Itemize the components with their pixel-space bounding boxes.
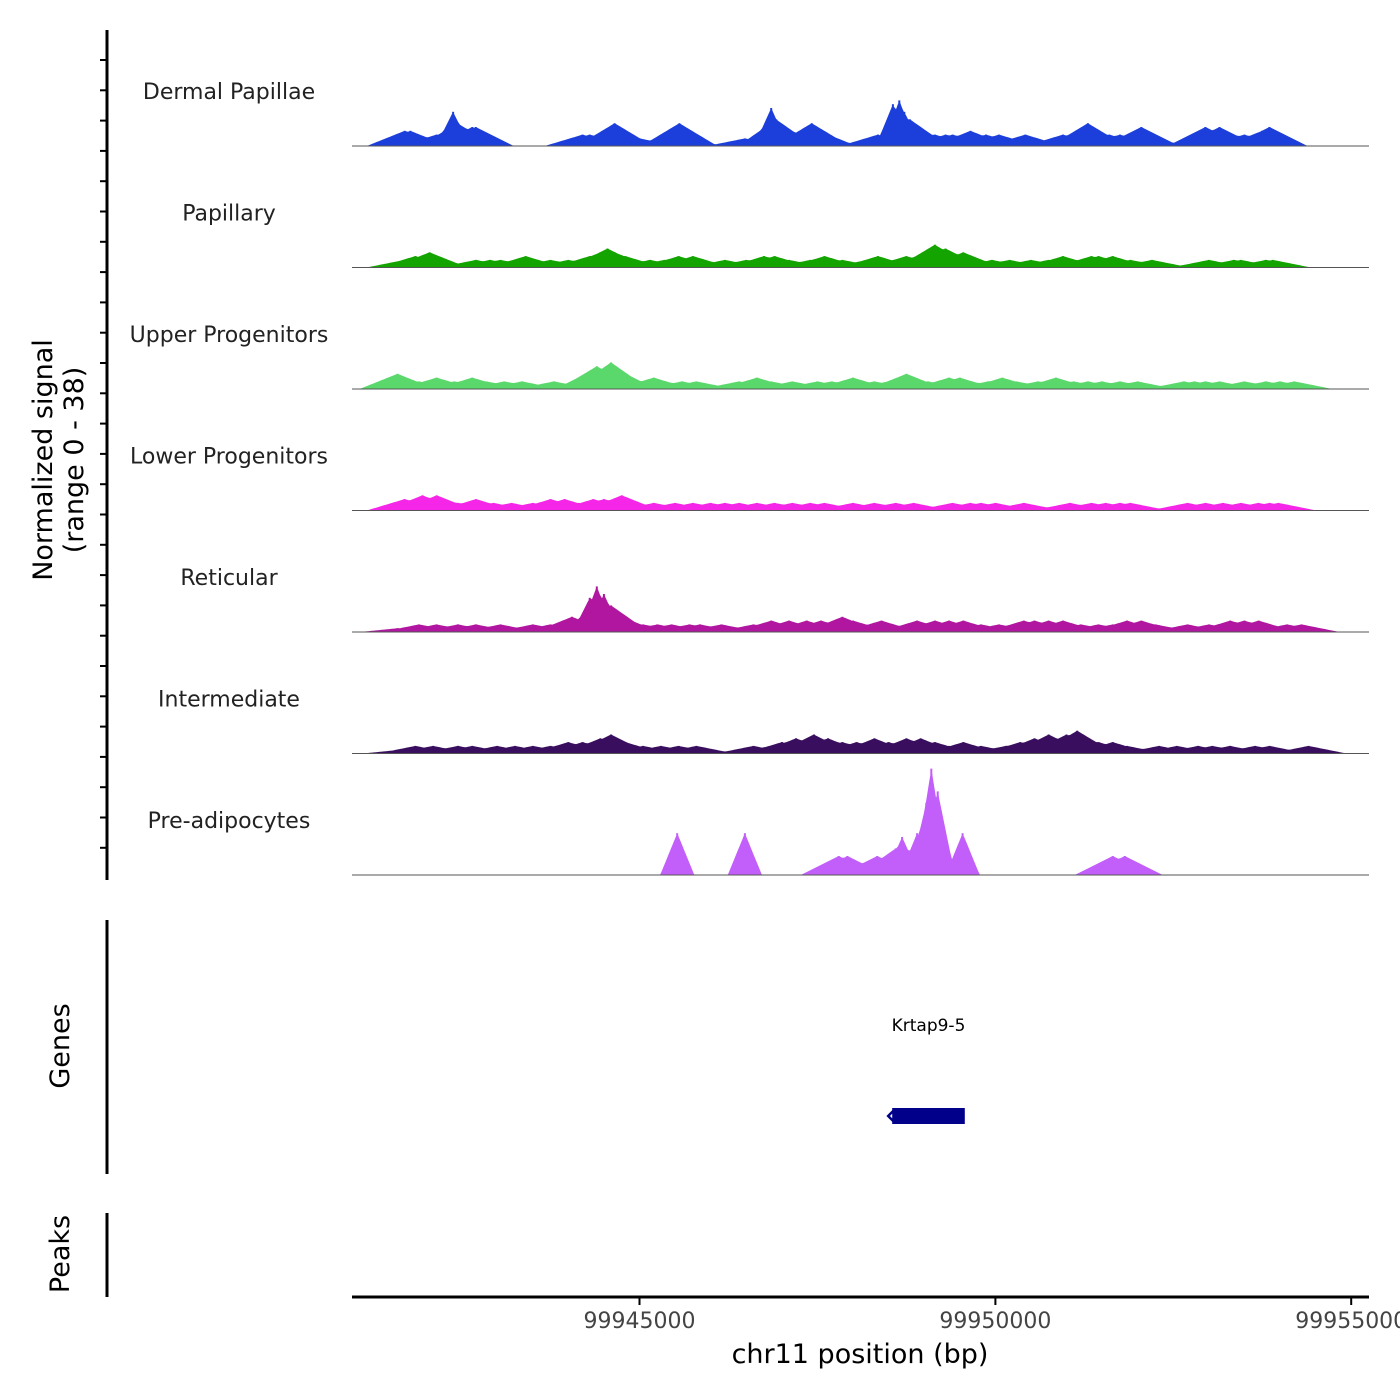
coverage-area — [352, 588, 1369, 632]
track-label: Pre-adipocytes — [148, 809, 311, 834]
y-axis-label-line1: Normalized signal — [28, 339, 59, 581]
peaks-axis-label: Peaks — [45, 1215, 76, 1293]
track-papillary: Papillary — [182, 202, 1369, 268]
track-intermediate: Intermediate — [158, 688, 1369, 754]
coverage-area — [352, 245, 1369, 268]
gene-label: Krtap9-5 — [892, 1016, 966, 1036]
track-label: Dermal Papillae — [143, 80, 315, 105]
track-dermal-papillae: Dermal Papillae — [143, 80, 1369, 147]
track-reticular: Reticular — [180, 566, 1369, 633]
x-tick-label: 99945000 — [584, 1309, 696, 1334]
track-label: Papillary — [182, 202, 276, 227]
coverage-area — [352, 772, 1369, 875]
x-axis-ticks: 99945000 99950000 99955000 — [584, 1297, 1400, 1334]
x-tick-label: 99950000 — [939, 1309, 1051, 1334]
coverage-area — [352, 102, 1369, 146]
y-axis-label-line2: (range 0 - 38) — [59, 367, 90, 554]
track-lower-progenitors: Lower Progenitors — [130, 445, 1369, 511]
track-pre-adipocytes: Pre-adipocytes — [148, 768, 1369, 876]
signal-tracks: Dermal Papillae Papillary Upper Progenitor… — [130, 80, 1369, 876]
strand-arrow — [886, 1109, 896, 1123]
coverage-area — [352, 731, 1369, 754]
signal-y-axis — [100, 30, 109, 880]
track-label: Upper Progenitors — [130, 323, 329, 348]
track-label: Lower Progenitors — [130, 445, 328, 470]
gene-body — [892, 1108, 965, 1124]
track-label: Intermediate — [158, 688, 300, 713]
track-upper-progenitors: Upper Progenitors — [130, 323, 1369, 390]
genes-axis-label: Genes — [45, 1003, 76, 1088]
x-tick-label: 99955000 — [1295, 1309, 1400, 1334]
gene-annotations: Krtap9-5 — [886, 1016, 966, 1124]
coverage-area — [352, 495, 1369, 511]
x-axis-label: chr11 position (bp) — [732, 1339, 989, 1370]
track-label: Reticular — [180, 566, 278, 591]
coverage-area — [352, 363, 1369, 389]
